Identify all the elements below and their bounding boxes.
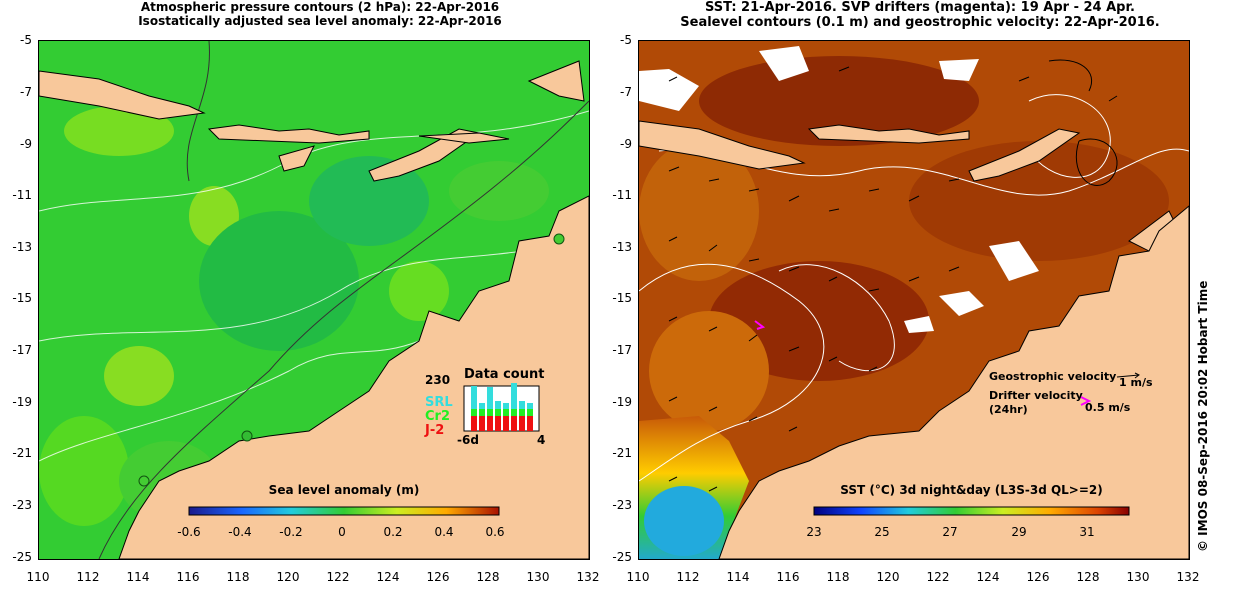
y-tick: -17 (12, 343, 32, 357)
sla-colorbar-label: 0.6 (485, 525, 505, 539)
y-tick: -21 (12, 446, 32, 460)
x-tick: 120 (276, 570, 300, 584)
right-title-line1: SST: 21-Apr-2016. SVP drifters (magenta)… (705, 0, 1135, 15)
x-tick: 126 (1026, 570, 1050, 584)
sla-colorbar-label: 0.4 (434, 525, 454, 539)
sla-colorbar-title: Sea level anomaly (m) (268, 483, 420, 497)
x-tick: 114 (726, 570, 750, 584)
y-tick: -5 (20, 33, 32, 47)
legend-cr2: Cr2 (425, 409, 450, 424)
x-tick: 118 (226, 570, 250, 584)
sla-colorbar-label: -0.2 (279, 525, 303, 539)
sst-colorbar-label: 25 (874, 525, 890, 539)
x-tick: 118 (826, 570, 850, 584)
sea-level-anomaly-map[interactable]: Sea level anomaly (m) -0.6 -0.4 -0.2 0 0… (38, 40, 590, 560)
geostrophic-velocity-value: 1 m/s (1119, 376, 1153, 389)
x-tick: 122 (926, 570, 950, 584)
y-tick: -7 (20, 85, 32, 99)
x-tick: 122 (326, 570, 350, 584)
y-tick: -23 (12, 498, 32, 512)
right-map-title: SST: 21-Apr-2016. SVP drifters (magenta)… (640, 0, 1200, 30)
sst-map[interactable]: SST (°C) 3d night&day (L3S-3d QL>=2) 23 … (638, 40, 1190, 560)
credit-text: © IMOS 08-Sep-2016 20:02 Hobart Time (1196, 280, 1210, 552)
sst-colorbar-title: SST (°C) 3d night&day (L3S-3d QL>=2) (840, 483, 1103, 497)
drifter-velocity-label: Drifter velocity (989, 389, 1083, 402)
y-tick: -11 (12, 188, 32, 202)
drifter-velocity-sub: (24hr) (989, 403, 1028, 416)
data-count-max: 230 (425, 373, 451, 387)
y-tick: -15 (612, 291, 632, 305)
left-map-title: Atmospheric pressure contours (2 hPa): 2… (60, 0, 580, 28)
x-tick: 112 (676, 570, 700, 584)
x-tick: 130 (1126, 570, 1150, 584)
legend-j2: J-2 (425, 423, 445, 438)
x-tick: 128 (476, 570, 500, 584)
left-title-line1: Atmospheric pressure contours (2 hPa): 2… (140, 0, 500, 14)
sst-colorbar-label: 31 (1079, 525, 1095, 539)
y-tick: -19 (612, 395, 632, 409)
x-tick: 124 (376, 570, 400, 584)
sla-colorbar-label: 0 (338, 525, 346, 539)
geostrophic-velocity-label: Geostrophic velocity (989, 370, 1117, 383)
x-tick: 110 (626, 570, 650, 584)
y-tick: -9 (20, 137, 32, 151)
x-tick: 130 (526, 570, 550, 584)
sla-colorbar-label: -0.4 (228, 525, 252, 539)
x-tick: 126 (426, 570, 450, 584)
drifter-velocity-value: 0.5 m/s (1085, 401, 1131, 414)
x-tick: 120 (876, 570, 900, 584)
sst-map-graphic (639, 46, 1189, 559)
x-tick: 110 (26, 570, 50, 584)
y-tick: -25 (612, 550, 632, 564)
x-tick: 124 (976, 570, 1000, 584)
x-tick: 116 (176, 570, 200, 584)
y-tick: -13 (12, 240, 32, 254)
data-count-x-end: 4 (537, 433, 546, 447)
legend-srl: SRL (425, 395, 453, 410)
x-tick: 132 (576, 570, 600, 584)
y-tick: -13 (612, 240, 632, 254)
y-tick: -5 (620, 33, 632, 47)
y-tick: -11 (612, 188, 632, 202)
x-tick: 116 (776, 570, 800, 584)
x-tick: 112 (76, 570, 100, 584)
left-title-line2: Isostatically adjusted sea level anomaly… (138, 14, 502, 28)
sst-colorbar-label: 27 (942, 525, 958, 539)
y-tick: -19 (12, 395, 32, 409)
data-count-title: Data count (464, 367, 545, 382)
velocity-arrows (668, 66, 1118, 492)
sst-colorbar-label: 29 (1011, 525, 1027, 539)
x-tick: 114 (126, 570, 150, 584)
y-tick: -23 (612, 498, 632, 512)
y-tick: -15 (12, 291, 32, 305)
sla-colorbar-label: 0.2 (383, 525, 403, 539)
credit-sidebar: © IMOS 08-Sep-2016 20:02 Hobart Time (1188, 281, 1212, 560)
y-tick: -21 (612, 446, 632, 460)
y-tick: -17 (612, 343, 632, 357)
sla-map-graphic (39, 41, 589, 559)
sst-colorbar-label: 23 (806, 525, 822, 539)
x-tick: 128 (1076, 570, 1100, 584)
sla-colorbar-label: -0.6 (177, 525, 201, 539)
y-tick: -25 (12, 550, 32, 564)
y-tick: -7 (620, 85, 632, 99)
data-count-x-start: -6d (457, 433, 479, 447)
right-title-line2: Sealevel contours (0.1 m) and geostrophi… (680, 15, 1160, 30)
data-count-bars (471, 383, 533, 431)
y-tick: -9 (620, 137, 632, 151)
x-tick: 132 (1176, 570, 1200, 584)
